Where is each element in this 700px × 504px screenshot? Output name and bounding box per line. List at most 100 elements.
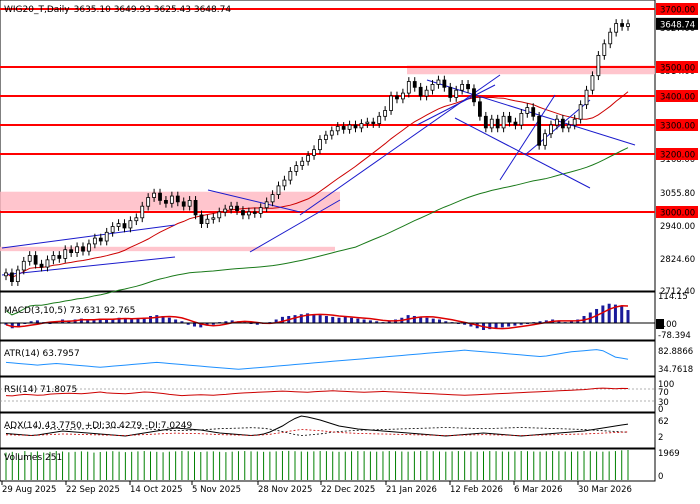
candle-body xyxy=(282,179,287,187)
candle-body xyxy=(27,255,32,262)
candle-body xyxy=(460,84,465,91)
candle-body xyxy=(519,113,524,126)
candle-body xyxy=(424,89,429,97)
candle-body xyxy=(389,95,393,111)
macd-bar xyxy=(167,317,171,323)
time-label: 14 Oct 2025 xyxy=(130,485,183,495)
macd-bar xyxy=(4,323,8,325)
candle-body xyxy=(377,115,382,124)
candle-body xyxy=(620,23,624,27)
candle-body xyxy=(436,79,441,85)
macd-bar xyxy=(136,318,140,323)
macd-bar xyxy=(192,323,196,327)
macd-bar xyxy=(513,323,517,326)
candle-body xyxy=(21,260,26,271)
macd-bar xyxy=(149,315,153,323)
candle-body xyxy=(235,205,239,211)
candle-body xyxy=(4,272,8,277)
candle-body xyxy=(335,126,340,132)
candle-body xyxy=(134,217,139,222)
candle-body xyxy=(347,124,352,130)
macd-bar xyxy=(111,318,115,323)
candle-body xyxy=(483,115,488,129)
candle-body xyxy=(495,118,500,129)
macd-bar xyxy=(306,313,310,323)
candle-body xyxy=(205,218,210,224)
macd-bar xyxy=(299,314,303,323)
price-tick: 3055.80 xyxy=(660,189,695,199)
candle-body xyxy=(329,130,334,136)
price-tick: 2824.60 xyxy=(660,255,695,265)
time-label: 6 Mar 2026 xyxy=(514,485,562,495)
candle-body xyxy=(33,255,38,265)
candle-body xyxy=(584,89,589,106)
candle-body xyxy=(276,185,281,195)
level-label: 3500.00 xyxy=(660,64,695,74)
di-plus-line xyxy=(5,427,629,436)
candle-body xyxy=(371,121,376,124)
candle-body xyxy=(513,121,518,126)
atr-line xyxy=(5,349,629,370)
level-label-bg xyxy=(656,119,698,131)
macd-bar xyxy=(224,321,228,323)
candle-body xyxy=(223,208,228,213)
candle-body xyxy=(75,246,79,254)
candle-body xyxy=(549,124,553,135)
macd-bar xyxy=(337,317,341,323)
price-layer xyxy=(0,8,655,316)
macd-bar xyxy=(35,320,39,323)
level-label: 3700.00 xyxy=(660,6,695,16)
candle-body xyxy=(246,211,251,216)
candle-body xyxy=(199,214,204,224)
current-price-label: 3648.74 xyxy=(660,20,695,30)
macd-bar xyxy=(519,323,523,325)
candle-body xyxy=(158,192,162,201)
candle-body xyxy=(110,226,115,233)
candle-body xyxy=(608,31,613,45)
macd-bar xyxy=(431,318,435,323)
candle-body xyxy=(15,269,20,282)
macd-bar xyxy=(444,321,448,323)
candle-body xyxy=(169,195,174,204)
macd-bar xyxy=(17,323,21,328)
candle-body xyxy=(252,211,257,214)
candle-body xyxy=(181,201,186,207)
trend-line xyxy=(249,199,341,253)
candle-body xyxy=(128,220,133,229)
macd-bar xyxy=(174,319,178,323)
level-label-bg xyxy=(656,3,698,15)
candle-body xyxy=(318,139,322,151)
candle-body xyxy=(365,121,370,124)
macd-bar xyxy=(419,316,423,323)
trend-line xyxy=(416,84,496,126)
macd-bar xyxy=(620,306,624,323)
time-label: 5 Nov 2025 xyxy=(192,485,241,495)
time-label: 30 Mar 2026 xyxy=(578,485,632,495)
ma-slow-line xyxy=(5,147,629,316)
level-label: 3400.00 xyxy=(660,93,695,103)
candle-body xyxy=(472,88,476,103)
candle-body xyxy=(537,115,542,146)
candle-body xyxy=(116,223,121,227)
macd-zero-marker xyxy=(656,319,664,329)
macd-bar xyxy=(507,323,511,327)
macd-bar xyxy=(350,317,354,323)
adx-line xyxy=(5,415,629,437)
candle-body xyxy=(140,205,145,219)
candle-body xyxy=(626,23,630,27)
candle-body xyxy=(229,205,234,210)
macd-bar xyxy=(613,304,617,323)
volume-panel-frame xyxy=(0,448,656,482)
macd-bar xyxy=(318,315,322,323)
price-scale: 3627.003514.003283.003168.003055.802940.… xyxy=(656,3,698,297)
time-axis: 29 Aug 2025 22 Sep 2025 14 Oct 2025 5 Nov 2… xyxy=(1,481,632,495)
macd-bar xyxy=(362,319,366,323)
candle-body xyxy=(63,249,68,259)
macd-bar xyxy=(117,317,121,323)
candle-body xyxy=(590,75,595,91)
candle-body xyxy=(104,231,109,242)
trend-line xyxy=(1,224,176,249)
trend-line xyxy=(1,256,176,276)
